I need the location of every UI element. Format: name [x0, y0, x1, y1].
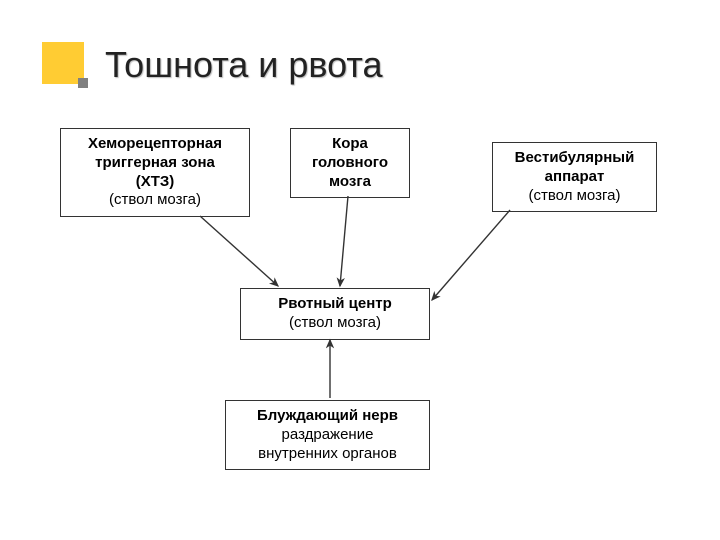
- node-text-line: мозга: [301, 173, 399, 192]
- node-text-line: Рвотный центр: [251, 295, 419, 314]
- arrow-vestibular: [432, 210, 510, 300]
- node-text-line: аппарат: [503, 168, 646, 187]
- node-text-line: Кора: [301, 135, 399, 154]
- node-chemoreceptor-trigger-zone: Хеморецепторнаятриггерная зона(ХТЗ)(ство…: [60, 128, 250, 217]
- node-cerebral-cortex: Кораголовногомозга: [290, 128, 410, 198]
- node-text-line: головного: [301, 154, 399, 173]
- node-text-line: Хеморецепторная: [71, 135, 239, 154]
- node-text-line: (ствол мозга): [71, 191, 239, 210]
- arrow-cortex: [340, 196, 348, 286]
- node-text-line: Блуждающий нерв: [236, 407, 419, 426]
- node-text-line: (ствол мозга): [503, 187, 646, 206]
- node-text-line: триггерная зона: [71, 154, 239, 173]
- node-text-line: Вестибулярный: [503, 149, 646, 168]
- node-vagus-nerve: Блуждающий нервраздражениевнутренних орг…: [225, 400, 430, 470]
- node-text-line: (ствол мозга): [251, 314, 419, 333]
- node-text-line: (ХТЗ): [71, 173, 239, 192]
- node-text-line: внутренних органов: [236, 445, 419, 464]
- slide-title: Тошнота и рвота: [105, 44, 383, 86]
- arrow-ctz: [200, 216, 278, 286]
- node-vomiting-center: Рвотный центр(ствол мозга): [240, 288, 430, 340]
- title-bullet-box: [78, 78, 88, 88]
- node-text-line: раздражение: [236, 426, 419, 445]
- node-vestibular-apparatus: Вестибулярныйаппарат(ствол мозга): [492, 142, 657, 212]
